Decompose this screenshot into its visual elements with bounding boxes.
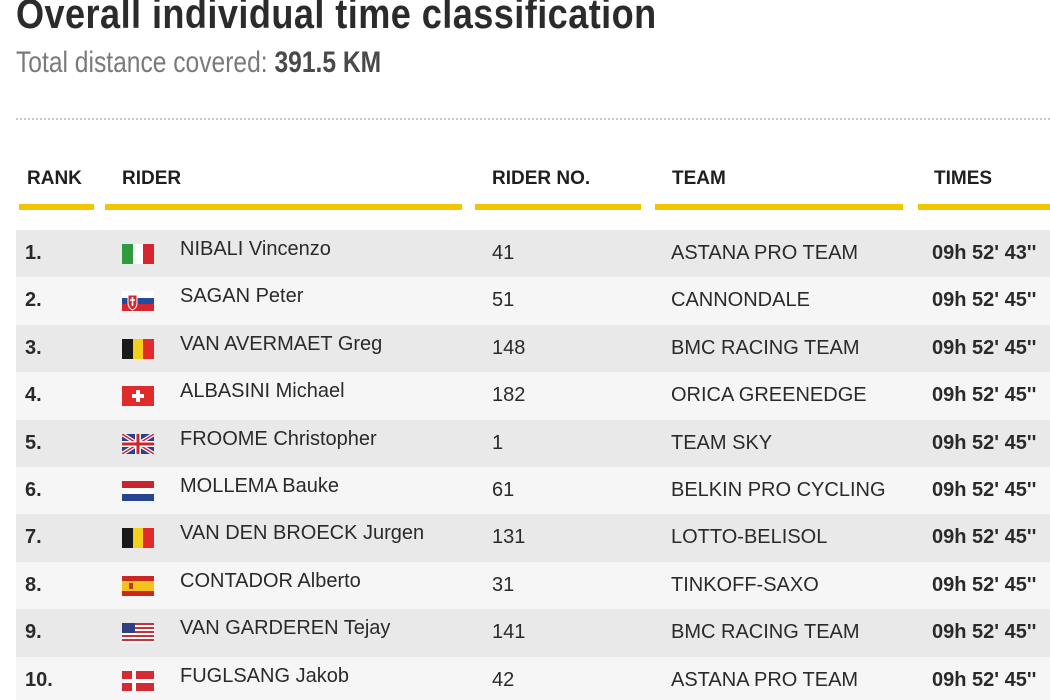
dotted-divider xyxy=(16,118,1050,120)
rider-number-cell: 51 xyxy=(492,289,515,312)
table-row[interactable]: 10. FUGLSANG Jakob 42 ASTANA PRO TEAM 09h 52… xyxy=(16,656,1050,700)
time-cell: 09h 52' 45'' xyxy=(932,621,1037,644)
rider-name-link[interactable]: MOLLEMA Bauke xyxy=(180,474,339,497)
rank-cell: 10. xyxy=(25,668,53,691)
rider-name-link[interactable]: FROOME Christopher xyxy=(180,427,377,450)
column-header-times[interactable]: TIMES xyxy=(918,165,1050,210)
rank-cell: 4. xyxy=(25,384,42,407)
classification-table: 1. NIBALI Vincenzo 41 ASTANA PRO TEAM 09h 52… xyxy=(16,230,1050,700)
team-cell: BMC RACING TEAM xyxy=(671,621,860,644)
rider-number-cell: 41 xyxy=(492,242,515,264)
rank-cell: 3. xyxy=(25,336,42,359)
time-cell: 09h 52' 45'' xyxy=(932,526,1037,549)
italy-flag-icon xyxy=(122,244,154,264)
team-cell: BELKIN PRO CYCLING xyxy=(671,478,886,501)
team-cell: ORICA GREENEDGE xyxy=(671,384,867,407)
table-row[interactable]: 7. VAN DEN BROECK Jurgen 131 LOTTO-BELISOL 0… xyxy=(16,514,1050,562)
column-header-team[interactable]: TEAM xyxy=(655,165,903,210)
table-row[interactable]: 6. MOLLEMA Bauke 61 BELKIN PRO CYCLING 09h 5… xyxy=(16,466,1050,515)
rider-number-cell: 31 xyxy=(492,573,515,596)
rank-cell: 1. xyxy=(25,242,42,264)
time-cell: 09h 52' 45'' xyxy=(932,668,1037,691)
time-cell: 09h 52' 45'' xyxy=(932,431,1037,454)
distance-value: 391.5 KM xyxy=(274,46,382,79)
rider-name-link[interactable]: CONTADOR Alberto xyxy=(180,569,361,592)
rider-number-cell: 61 xyxy=(492,478,515,501)
rider-name-link[interactable]: NIBALI Vincenzo xyxy=(180,238,331,260)
rider-number-cell: 42 xyxy=(492,668,515,691)
time-cell: 09h 52' 43'' xyxy=(932,242,1037,264)
switzerland-flag-icon xyxy=(122,386,154,407)
usa-flag-icon xyxy=(122,623,154,644)
column-header-rider[interactable]: RIDER xyxy=(105,165,462,210)
rider-name-link[interactable]: VAN GARDEREN Tejay xyxy=(180,617,391,640)
rider-number-cell: 141 xyxy=(492,621,526,644)
table-row[interactable]: 2. SAGAN Peter 51 CANNONDALE 09h 52' 45'' xyxy=(16,277,1050,325)
team-cell: CANNONDALE xyxy=(671,289,810,312)
rank-cell: 8. xyxy=(25,573,42,596)
rider-name-link[interactable]: VAN AVERMAET Greg xyxy=(180,332,383,355)
table-row[interactable]: 4. ALBASINI Michael 182 ORICA GREENEDGE 09h … xyxy=(16,372,1050,420)
rank-cell: 9. xyxy=(25,621,42,644)
rider-number-cell: 182 xyxy=(492,384,526,407)
rank-cell: 7. xyxy=(25,526,42,549)
team-cell: TEAM SKY xyxy=(671,431,773,454)
rider-name-link[interactable]: FUGLSANG Jakob xyxy=(180,664,349,687)
rank-cell: 5. xyxy=(25,431,42,454)
table-row[interactable]: 3. VAN AVERMAET Greg 148 BMC RACING TEAM 09h… xyxy=(16,324,1050,373)
rank-cell: 2. xyxy=(25,289,42,312)
rider-number-cell: 148 xyxy=(492,336,526,359)
page-title: Overall individual time classification xyxy=(16,0,657,37)
rider-name-link[interactable]: ALBASINI Michael xyxy=(180,380,345,403)
table-row[interactable]: 1. NIBALI Vincenzo 41 ASTANA PRO TEAM 09h 52… xyxy=(16,230,1050,278)
united-kingdom-flag-icon xyxy=(122,433,154,454)
netherlands-flag-icon xyxy=(122,480,154,501)
rider-number-cell: 131 xyxy=(492,526,526,549)
table-header: RANK RIDER RIDER NO. TEAM TIMES xyxy=(0,165,1050,210)
team-cell: ASTANA PRO TEAM xyxy=(671,668,859,691)
team-cell: BMC RACING TEAM xyxy=(671,336,860,359)
time-cell: 09h 52' 45'' xyxy=(932,336,1037,359)
team-cell: ASTANA PRO TEAM xyxy=(671,242,859,264)
column-header-rank[interactable]: RANK xyxy=(19,165,94,210)
time-cell: 09h 52' 45'' xyxy=(932,573,1037,596)
time-cell: 09h 52' 45'' xyxy=(932,384,1037,407)
belgium-flag-icon xyxy=(122,338,154,359)
table-row[interactable]: 5. FROOME Christopher 1 TEAM SKY 09h 52' 45'… xyxy=(16,419,1050,467)
distance-subtitle: Total distance covered: 391.5 KM xyxy=(16,46,381,80)
distance-label: Total distance covered: xyxy=(16,46,268,79)
rider-name-link[interactable]: SAGAN Peter xyxy=(180,285,304,308)
table-row[interactable]: 9. VAN GARDEREN Tejay 141 BMC RACING TEAM 09… xyxy=(16,609,1050,657)
team-cell: LOTTO-BELISOL xyxy=(671,526,828,549)
team-cell: TINKOFF-SAXO xyxy=(671,573,819,596)
belgium-flag-icon xyxy=(122,528,154,549)
spain-flag-icon xyxy=(122,575,154,596)
time-cell: 09h 52' 45'' xyxy=(932,478,1037,501)
rider-number-cell: 1 xyxy=(492,431,504,454)
denmark-flag-icon xyxy=(122,670,154,691)
slovakia-flag-icon xyxy=(122,291,154,312)
rider-name-link[interactable]: VAN DEN BROECK Jurgen xyxy=(180,522,425,545)
column-header-rider-no[interactable]: RIDER NO. xyxy=(475,165,641,210)
rank-cell: 6. xyxy=(25,478,42,501)
time-cell: 09h 52' 45'' xyxy=(932,289,1037,312)
table-row[interactable]: 8. CONTADOR Alberto 31 TINKOFF-SAXO 09h 52' … xyxy=(16,561,1050,610)
